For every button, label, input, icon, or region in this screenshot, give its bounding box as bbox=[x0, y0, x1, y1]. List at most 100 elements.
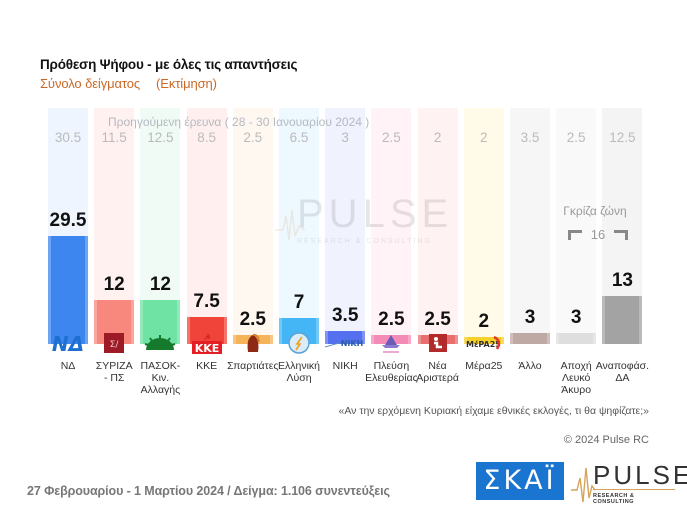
niki-logo-icon: NIKH bbox=[325, 332, 365, 354]
svg-text:MέPA25: MέPA25 bbox=[466, 339, 501, 349]
pulse-logo: PULSE RESEARCH & CONSULTING bbox=[571, 460, 687, 505]
grey-zone-value: 16 bbox=[590, 227, 606, 242]
party-label: ΝΔ bbox=[60, 360, 76, 372]
bar bbox=[463, 336, 504, 345]
bar-value: 29.5 bbox=[49, 210, 87, 232]
svg-text:☭: ☭ bbox=[203, 333, 210, 342]
party-column: 6.5 7 Ελληνική Λύση bbox=[278, 108, 320, 384]
previous-value: 12.5 bbox=[609, 130, 636, 145]
bar bbox=[186, 316, 227, 345]
syriza-logo-icon: Σ/ bbox=[104, 332, 125, 354]
nea-aristera-logo-icon bbox=[428, 332, 447, 354]
bracket-left bbox=[568, 230, 582, 240]
previous-value: 2.5 bbox=[243, 130, 263, 145]
chart-subtitle: Σύνολο δείγματος (Εκτίμηση) bbox=[40, 76, 217, 91]
party-column: 11.5 12 Σ/ΣΥΡΙΖΑ - ΠΣ bbox=[94, 108, 135, 384]
party-label: Ελληνική Λύση bbox=[277, 360, 320, 384]
previous-value: 11.5 bbox=[101, 130, 127, 145]
bar-value: 13 bbox=[611, 270, 633, 292]
party-label: ΠΑΣΟΚ-Κιν. Αλλαγής bbox=[140, 360, 181, 396]
pulse-logo-subtext: RESEARCH & CONSULTING bbox=[593, 493, 635, 505]
elliniki-lysi-logo-icon bbox=[288, 332, 310, 354]
nd-logo-icon: ΝΔ bbox=[48, 332, 88, 354]
previous-value: 2 bbox=[480, 130, 488, 145]
skai-logo: ΣΚΑΪ bbox=[476, 462, 564, 500]
bar-value: 2.5 bbox=[378, 308, 405, 330]
party-column: 12.5 13 Αναποφάσ. ΔΑ bbox=[596, 108, 649, 384]
plefsi-logo-icon bbox=[379, 332, 403, 354]
party-label: Πλεύση Ελευθερίας bbox=[365, 360, 418, 384]
party-column: 2.5 2.5 Πλεύση Ελευθερίας bbox=[365, 108, 418, 384]
party-label: ΣΥΡΙΖΑ - ΠΣ bbox=[95, 360, 133, 384]
previous-value: 3.5 bbox=[520, 130, 540, 145]
kke-logo-icon: ☭ ΚΚΕ bbox=[191, 332, 222, 354]
subtitle-sample: Σύνολο δείγματος bbox=[40, 76, 141, 91]
party-label: Μέρα25 bbox=[465, 360, 503, 372]
survey-footer: 27 Φεβρουαρίου - 1 Μαρτίου 2024 / Δείγμα… bbox=[27, 484, 390, 498]
pulse-wave-icon bbox=[571, 467, 595, 503]
column-background bbox=[232, 108, 273, 344]
party-column: 2.5 3 Αποχή Λευκό Άκυρο bbox=[556, 108, 597, 396]
previous-value: 2.5 bbox=[382, 130, 401, 145]
previous-value: 2.5 bbox=[566, 130, 586, 145]
column-background bbox=[371, 108, 412, 344]
previous-value: 6.5 bbox=[289, 130, 309, 145]
bar-value: 2.5 bbox=[424, 308, 451, 330]
pasok-logo-icon bbox=[144, 332, 176, 354]
party-column: 3.5 3 Άλλο bbox=[510, 108, 550, 372]
pulse-wave-icon bbox=[275, 209, 305, 241]
party-label: Αναποφάσ. ΔΑ bbox=[595, 360, 650, 384]
bar bbox=[510, 333, 550, 344]
bar-value: 7.5 bbox=[193, 290, 220, 312]
party-column: 8.5 7.5 ☭ ΚΚΕ ΚΚΕ bbox=[186, 108, 227, 372]
bar bbox=[140, 300, 181, 344]
svg-text:ΝΔ: ΝΔ bbox=[52, 332, 84, 354]
pulse-watermark: PULSE RESEARCH & CONSULTING bbox=[275, 192, 448, 246]
bar bbox=[94, 300, 135, 344]
column-background bbox=[417, 108, 458, 344]
party-label: Αποχή Λευκό Άκυρο bbox=[560, 360, 592, 396]
column-background bbox=[279, 108, 319, 344]
bar bbox=[325, 331, 366, 344]
pulse-logo-text: PULSE bbox=[593, 460, 687, 490]
bar bbox=[602, 296, 643, 344]
party-column: 2 2 MέPA25 Μέρα25 bbox=[463, 108, 504, 372]
watermark-text: PULSE bbox=[297, 192, 454, 236]
bar-value: 3.5 bbox=[331, 305, 359, 327]
column-background bbox=[325, 108, 366, 344]
previous-survey-caption: Προηγούμενη έρευνα ( 28 - 30 Ιανουαρίου … bbox=[108, 115, 370, 129]
bar-value: 12 bbox=[149, 274, 171, 296]
party-label: ΚΚΕ bbox=[196, 360, 218, 372]
bar-value: 2.5 bbox=[239, 308, 266, 330]
party-column: 2.5 2.5 Σπαρτιάτες bbox=[227, 108, 279, 372]
pulse-logo-divider bbox=[593, 489, 675, 490]
previous-value: 8.5 bbox=[197, 130, 216, 145]
grey-zone-bracket: 16 bbox=[568, 227, 628, 243]
svg-text:Σ/: Σ/ bbox=[110, 340, 120, 350]
copyright: © 2024 Pulse RC bbox=[563, 434, 649, 446]
previous-value: 30.5 bbox=[54, 130, 82, 145]
chart-title: Πρόθεση Ψήφου - με όλες τις απαντήσεις bbox=[40, 57, 298, 72]
column-background bbox=[510, 108, 550, 344]
column-background bbox=[186, 108, 227, 344]
party-label: Άλλο bbox=[518, 360, 542, 372]
bar-value: 3 bbox=[524, 307, 536, 329]
spartiates-logo-icon bbox=[244, 332, 262, 354]
survey-question: «Αν την ερχόμενη Κυριακή είχαμε εθνικές … bbox=[338, 405, 650, 417]
bar bbox=[556, 333, 597, 344]
party-column: 2 2.5 Νέα Αριστερά bbox=[416, 108, 459, 384]
bar-value: 12 bbox=[103, 274, 125, 296]
bar-value: 3 bbox=[570, 307, 582, 329]
bracket-right bbox=[614, 230, 628, 240]
previous-value: 3 bbox=[341, 130, 349, 145]
party-column: 3 3.5 NIKH ΝΙΚΗ bbox=[325, 108, 366, 372]
svg-text:NIKH: NIKH bbox=[341, 339, 364, 348]
party-label: ΝΙΚΗ bbox=[332, 360, 358, 372]
party-column: 30.5 29.5 ΝΔ ΝΔ bbox=[48, 108, 88, 372]
mera25-logo-icon: MέPA25 bbox=[464, 332, 504, 354]
previous-value: 2 bbox=[433, 130, 442, 145]
column-background bbox=[556, 108, 597, 344]
bar-value: 2 bbox=[478, 310, 490, 332]
watermark-subtext: RESEARCH & CONSULTING bbox=[297, 238, 432, 245]
party-label: Νέα Αριστερά bbox=[416, 360, 459, 384]
